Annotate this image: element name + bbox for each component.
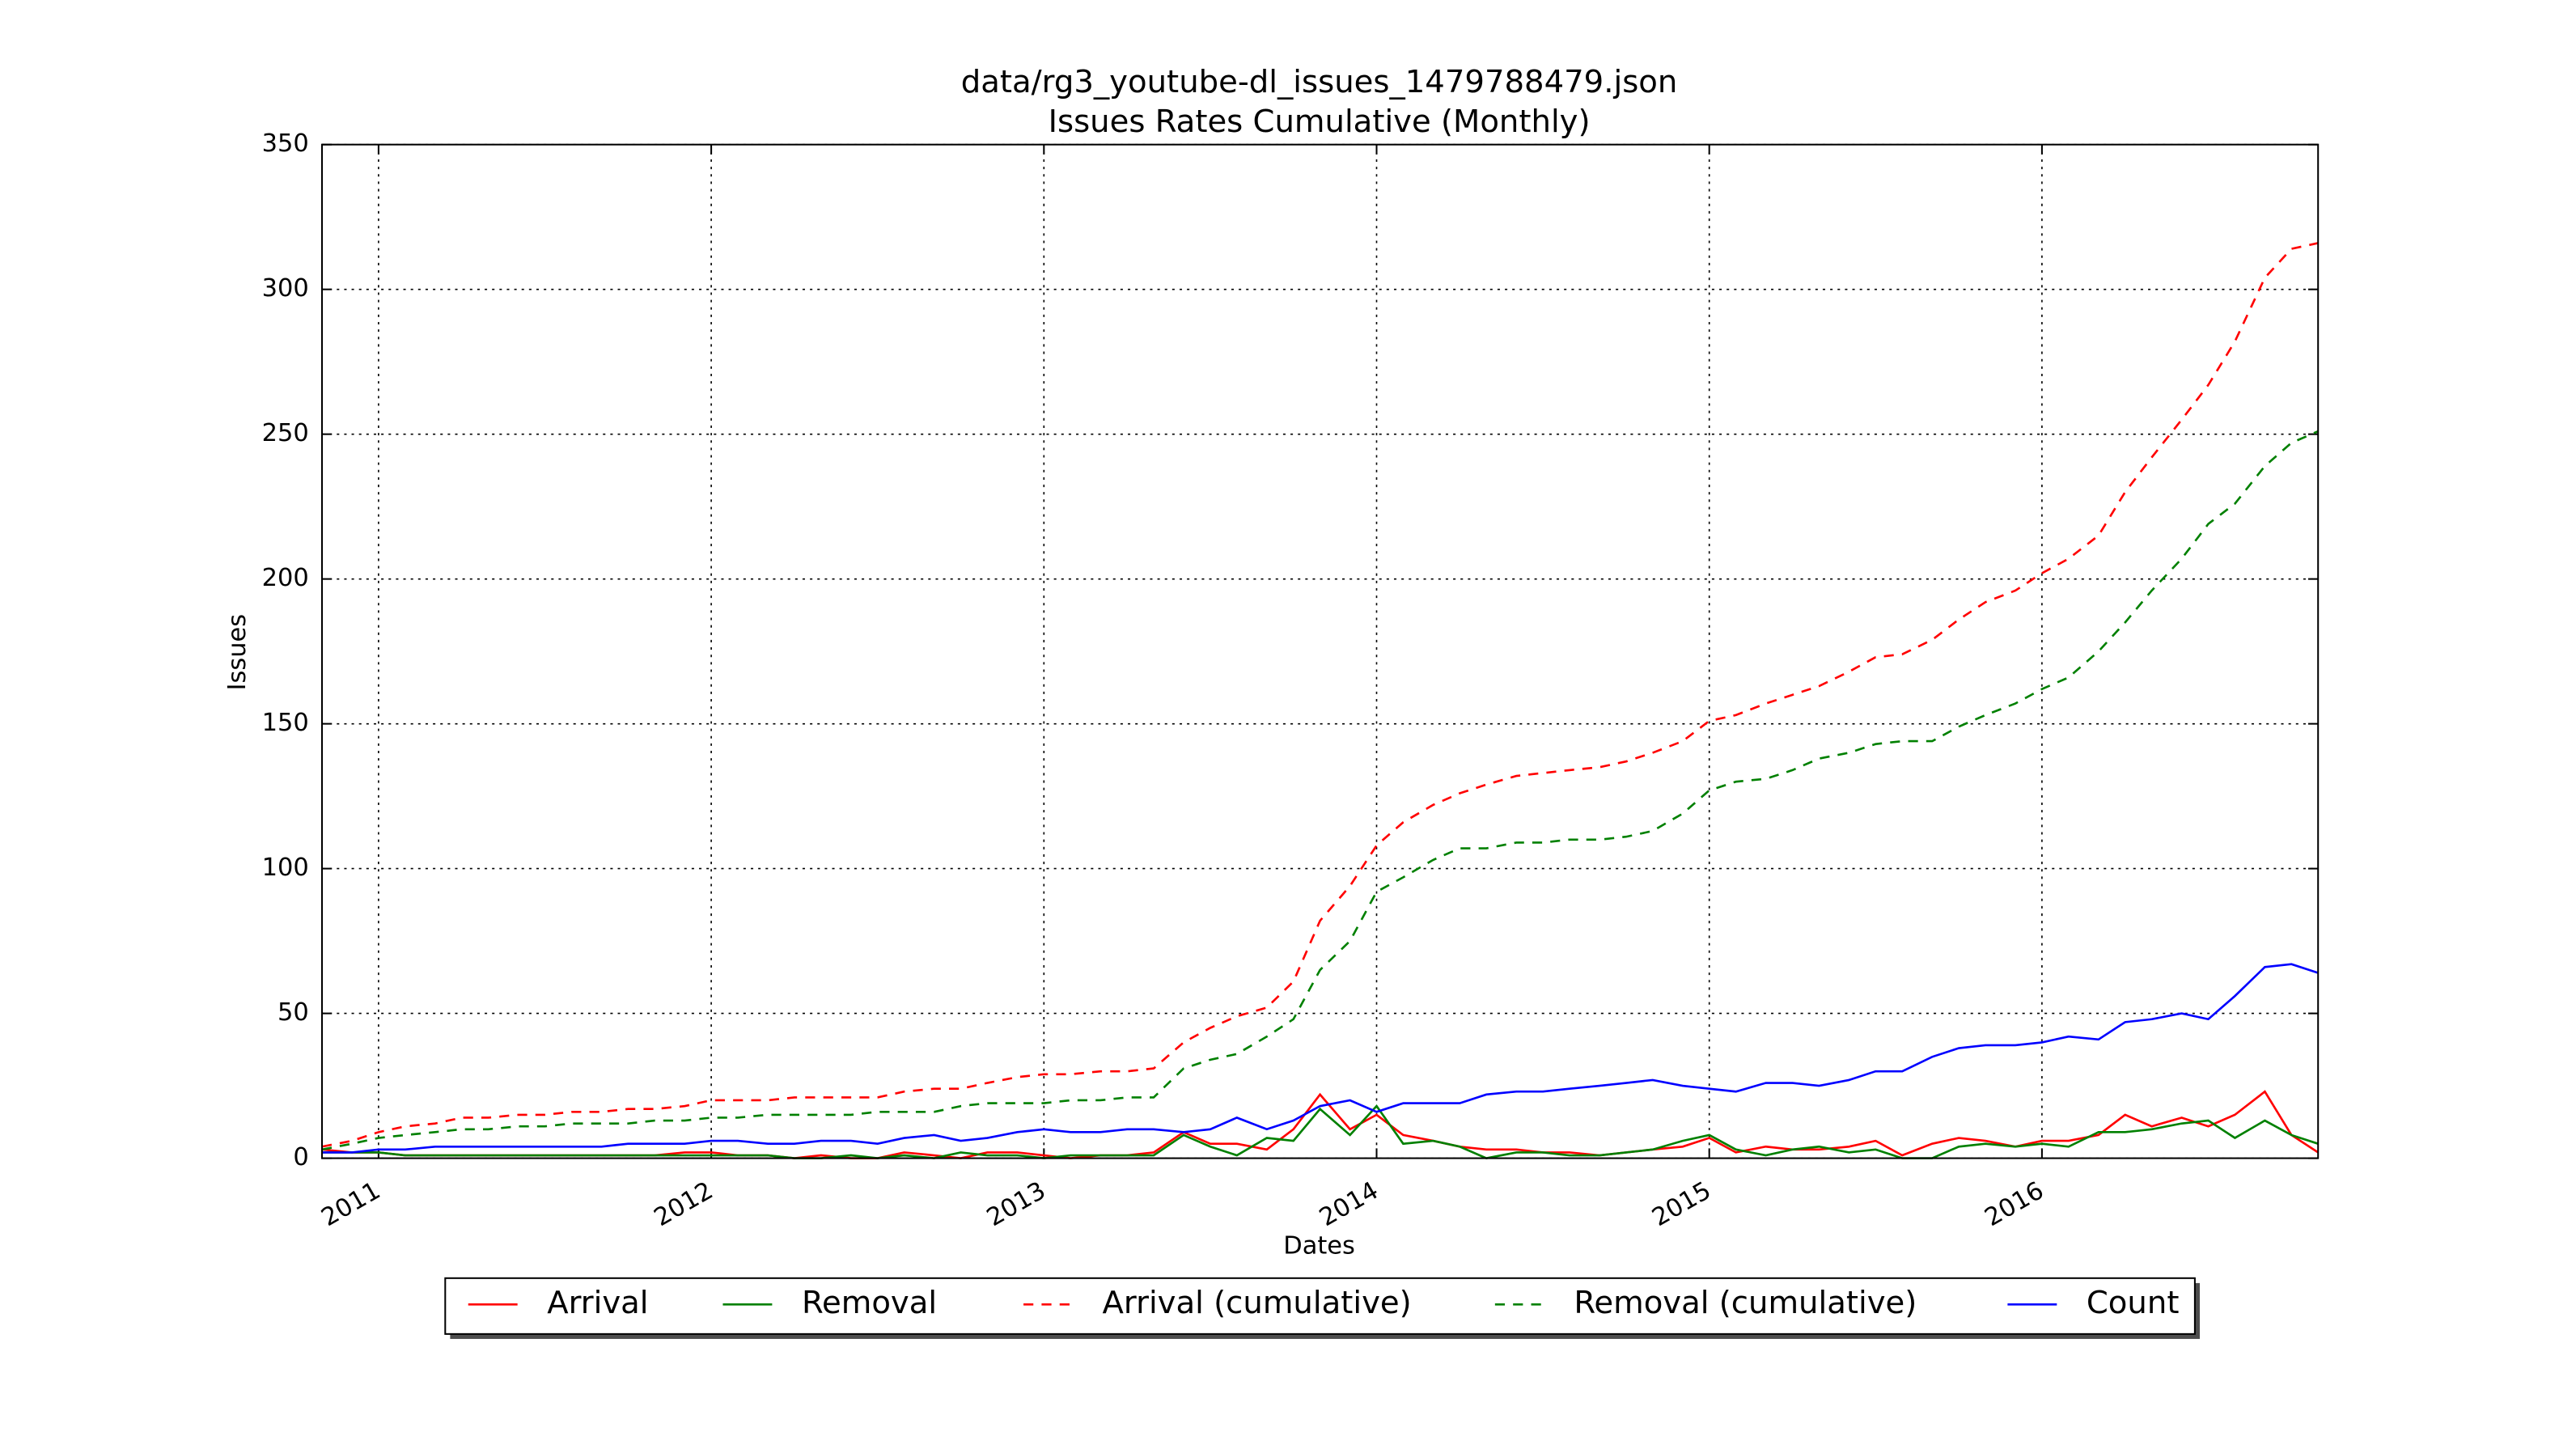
series-line [322, 963, 2319, 1154]
chart-title: data/rg3_youtube-dl_issues_1479788479.js… [961, 64, 1678, 100]
y-tick-label: 100 [262, 854, 309, 882]
x-axis-label: Dates [1283, 1232, 1355, 1260]
y-tick-label: 300 [262, 274, 309, 303]
series-line [322, 1104, 2319, 1159]
chart-subtitle: Issues Rates Cumulative (Monthly) [1049, 104, 1591, 140]
y-tick-label: 350 [262, 129, 309, 158]
series-line [321, 1090, 2319, 1159]
legend-box [444, 1277, 2196, 1335]
x-tick-label: 2013 [982, 1176, 1051, 1232]
x-tick-label: 2011 [317, 1176, 386, 1232]
x-tick-label: 2015 [1647, 1176, 1716, 1232]
y-tick-label: 0 [293, 1143, 308, 1171]
x-tick-label: 2014 [1315, 1176, 1383, 1232]
legend-label: Count [2087, 1285, 2180, 1321]
series-line [321, 242, 2319, 1148]
legend-label: Arrival [547, 1285, 648, 1321]
y-tick-label: 200 [262, 564, 309, 592]
y-tick-label: 50 [278, 998, 309, 1027]
legend-label: Arrival (cumulative) [1103, 1285, 1412, 1321]
plot-frame [320, 143, 2320, 1159]
y-tick-label: 250 [262, 419, 309, 447]
legend-label: Removal (cumulative) [1574, 1285, 1917, 1321]
series-line [321, 430, 2319, 1151]
x-tick-label: 2016 [1981, 1176, 2049, 1232]
x-tick-label: 2012 [650, 1176, 718, 1232]
y-axis-label: Issues [223, 614, 252, 691]
legend-label: Removal [802, 1285, 937, 1321]
y-tick-label: 150 [262, 709, 309, 737]
